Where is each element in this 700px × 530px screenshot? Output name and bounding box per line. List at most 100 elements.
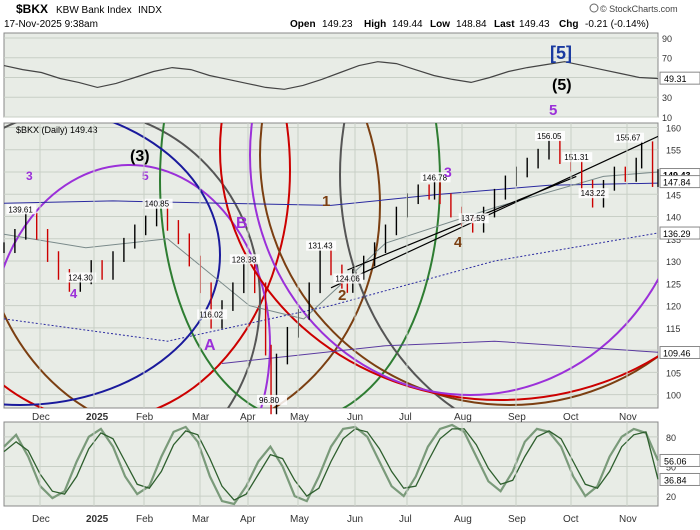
stoch-background [3,421,659,507]
point-label-box [578,188,609,199]
point-label: 128.38 [229,254,260,265]
wave-label: 2 [338,287,346,304]
x-tick-label-stoch: Jun [347,514,363,525]
wave-label: [5] [550,43,572,63]
price-tick-label: 160 [666,123,681,133]
x-tick-label-stoch: May [290,514,309,525]
price-tick-label: 155 [666,146,681,156]
point-label-text: 140.85 [145,200,170,209]
point-label-box [333,273,364,284]
price-right-label: 109.46 [659,346,700,360]
x-tick-label-price: Sep [508,412,526,423]
rsi-last-value: 49.31 [664,74,687,84]
price-tick-label: 130 [666,257,681,267]
x-tick-label-stoch: Aug [454,514,472,525]
stoch-last-box [659,453,700,467]
x-tick-label-price: Jul [399,412,412,423]
point-label-box [66,272,97,283]
index-name: KBW Bank Index [56,5,132,16]
stoch-line [3,423,660,506]
rsi-last-label: 49.31 [659,71,700,85]
purple-arc-1 [4,164,271,408]
chg-value: -0.21 (-0.14%) [585,19,649,30]
wave-label: 4 [454,234,463,251]
point-label-box [6,204,37,215]
dotted-trend [4,232,658,342]
point-label-box [535,131,565,142]
point-label-box [257,394,288,405]
point-label-text: 124.06 [335,274,360,283]
point-label-text: 143.22 [581,189,606,198]
gray-arc-2 [339,123,456,408]
x-tick-label-price: May [290,412,309,423]
point-label-box [562,152,593,163]
point-label-text: 156.05 [537,132,562,141]
red-arc-1 [4,123,291,408]
x-tick-label-stoch: 2025 [86,514,109,525]
wave-label: (5) [552,77,572,94]
price-tick-label: 105 [666,368,681,378]
price-right-box [659,175,700,189]
watermark-text: © StockCharts.com [600,4,678,14]
price-tick-label: 100 [666,391,681,401]
price-right-label: 147.84 [659,175,700,189]
x-tick-label-price: 2025 [86,412,109,423]
stoch-tick-label: 80 [666,433,676,443]
point-label-box [458,213,489,224]
x-tick-label-stoch: Oct [563,514,579,525]
point-label: 140.85 [142,198,173,209]
price-panel-title: $BKX (Daily) 149.43 [16,125,98,135]
open-value: 149.23 [322,19,353,30]
wave-label: 5 [549,102,557,119]
high-label: High [364,19,386,30]
low-value: 148.84 [456,19,487,30]
wave-label: B [236,215,248,232]
x-tick-label-stoch: Mar [192,514,210,525]
x-tick-label-stoch: Feb [136,514,154,525]
point-label: 146.78 [420,172,451,183]
wave-label: A [204,337,216,354]
price-tick-label: 115 [666,324,680,334]
point-label: 137.59 [458,213,489,224]
stoch-tick-label: 20 [666,492,676,502]
price-tick-label: 140 [666,213,681,223]
high-value: 149.44 [392,19,423,30]
stoch-last-label: 36.84 [659,472,700,486]
stochastic-panel: 80 50 20 56.06 36.84 [3,421,700,507]
point-label-box [229,254,260,265]
point-label: 124.06 [333,273,364,284]
point-label-box [197,309,228,320]
rsi-tick-label: 10 [662,113,672,123]
point-label: 116.02 [197,309,228,320]
price-tick-label: 125 [666,279,681,289]
rsi-last-box [659,71,700,85]
rsi-line [3,61,659,90]
point-label: 151.31 [562,152,593,163]
x-tick-label-price: Feb [136,412,154,423]
stoch-line [3,428,659,501]
point-label-text: 124.30 [68,273,93,282]
point-label-text: 151.31 [564,153,589,162]
price-tick-label: 135 [666,235,681,245]
point-label-text: 139.61 [8,205,33,214]
x-tick-label-stoch: Dec [32,514,50,525]
purple-arc-2 [249,123,658,396]
x-tick-label-stoch: Apr [240,514,256,525]
rsi-tick-label: 30 [662,93,672,103]
x-tick-label-stoch: Nov [619,514,637,525]
price-right-box [659,346,700,360]
price-right-label: 136.29 [659,226,700,240]
x-tick-label-price: Mar [192,412,210,423]
last-value: 149.43 [519,19,550,30]
watermark-logo: © StockCharts.com [589,3,678,14]
point-label: 124.30 [66,272,97,283]
ma-200-line [4,182,658,206]
wave-label: 1 [322,193,330,210]
stoch-last-label: 56.06 [659,453,700,467]
stoch-last-value: 56.06 [664,456,687,466]
point-label-box [420,172,451,183]
price-tick-label: 120 [666,302,681,312]
wave-label: (3) [130,148,150,165]
point-label-text: 116.02 [199,310,223,319]
